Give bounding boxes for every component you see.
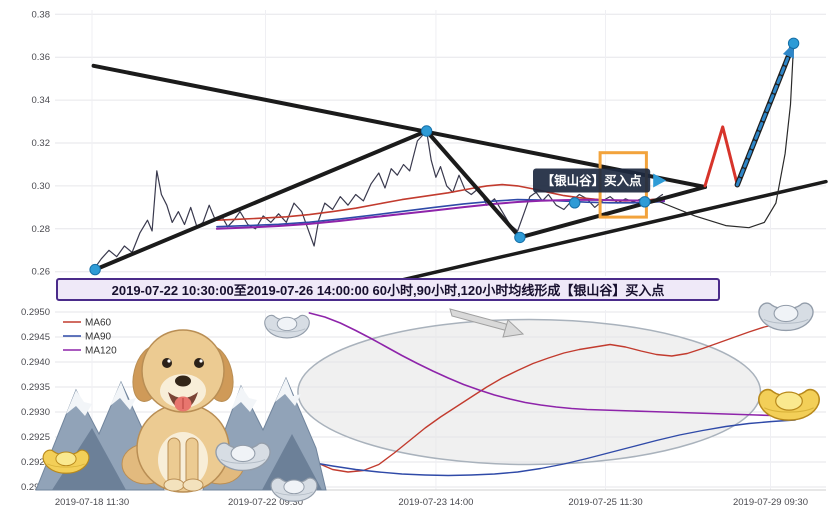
- y-tick-label: 0.38: [32, 9, 51, 20]
- signal-marker-dot: [420, 125, 433, 137]
- signal-marker-dot: [514, 231, 526, 244]
- top-chart: 0.26 0.28 0.30 0.32 0.34 0.36 0.38 【银山谷】买入点: [32, 9, 828, 291]
- buy-point-annotation-label: 【银山谷】买入点: [542, 173, 643, 188]
- annotation-pointer-icon: [653, 173, 667, 188]
- callout-arrowhead-icon: [502, 319, 525, 338]
- y-tick-label: 0.2925: [21, 432, 50, 443]
- legend-label: MA90: [85, 332, 112, 343]
- y-tick-label: 0.32: [32, 138, 51, 149]
- forecast-rise-line: [735, 41, 796, 187]
- highlight-ellipse: [297, 318, 762, 466]
- y-tick-label: 0.26: [32, 267, 51, 278]
- silver-ingot-icon: [264, 314, 310, 339]
- banner-text: 2019-07-22 10:30:00至2019-07-26 14:00:00 …: [111, 283, 665, 298]
- forecast-zigzag-line: [703, 125, 739, 188]
- dog-image: [121, 329, 245, 493]
- trend-resistance-line: [91, 63, 707, 189]
- banner: 2019-07-22 10:30:00至2019-07-26 14:00:00 …: [56, 278, 720, 301]
- legend-label: MA60: [85, 318, 112, 329]
- y-tick-label: 0.2915: [21, 482, 50, 493]
- x-tick-label: 2019-07-29 09:30: [733, 497, 808, 508]
- legend-label: MA120: [85, 346, 117, 357]
- dog-nose: [175, 375, 191, 387]
- y-tick-label: 0.28: [32, 224, 51, 235]
- trend-downleg-line: [424, 129, 522, 240]
- x-tick-label: 2019-07-25 11:30: [568, 497, 642, 508]
- x-tick-label: 2019-07-22 09:30: [228, 497, 303, 508]
- signal-marker-dot: [787, 37, 800, 49]
- y-tick-label: 0.2940: [21, 357, 50, 368]
- signal-marker-dot: [569, 197, 581, 209]
- MA120-line: [308, 312, 797, 417]
- MA120-line: [215, 198, 666, 230]
- y-tick-label: 0.2935: [21, 382, 50, 393]
- x-tick-label: 2019-07-23 14:00: [398, 497, 473, 508]
- MA90-line: [216, 198, 665, 228]
- y-tick-label: 0.2950: [21, 307, 50, 318]
- MA90-line: [308, 419, 796, 477]
- signal-marker-dot: [89, 263, 101, 276]
- y-tick-label: 0.2945: [21, 332, 50, 343]
- y-tick-label: 0.2920: [21, 457, 50, 468]
- MA60-line: [308, 321, 796, 473]
- trend-recovery-line: [517, 185, 707, 240]
- y-tick-label: 0.2930: [21, 407, 50, 418]
- y-tick-label: 0.36: [32, 52, 51, 63]
- trend-upleg-line: [93, 129, 429, 272]
- x-tick-label: 2019-07-18 11:30: [55, 497, 129, 508]
- callout-arrow: [449, 308, 525, 338]
- projection-curve-line: [659, 43, 795, 229]
- y-tick-label: 0.30: [32, 181, 51, 192]
- price-line: [92, 130, 664, 271]
- trend-support-line: [361, 179, 828, 291]
- signal-marker-dot: [639, 196, 651, 208]
- decorations: [35, 302, 820, 502]
- y-tick-label: 0.34: [32, 95, 51, 106]
- buy-point-annotation-box: [533, 168, 651, 193]
